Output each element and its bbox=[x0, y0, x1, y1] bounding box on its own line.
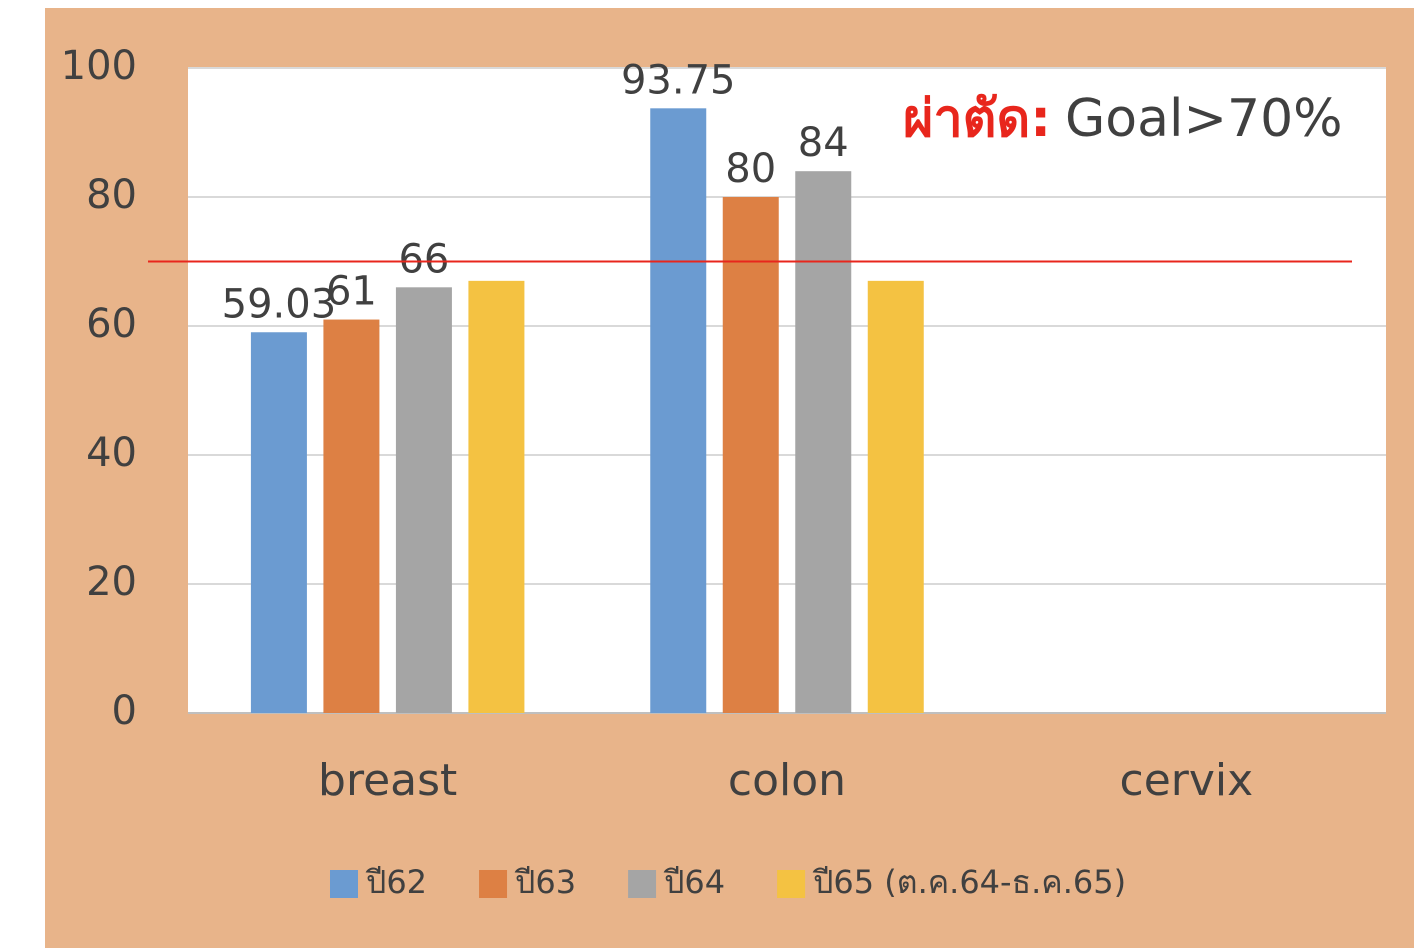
legend-swatch bbox=[330, 870, 358, 898]
data-label: 59.03 bbox=[222, 281, 337, 327]
annotation-text: Goal>70% bbox=[1065, 89, 1343, 149]
y-tick-label: 80 bbox=[86, 172, 137, 218]
bar bbox=[867, 280, 924, 713]
data-label: 61 bbox=[326, 269, 377, 315]
y-tick-label: 20 bbox=[86, 559, 137, 605]
bar bbox=[795, 171, 852, 713]
x-tick-label: colon bbox=[728, 755, 846, 806]
plot-area bbox=[188, 68, 1386, 713]
bar bbox=[395, 287, 452, 713]
bar bbox=[468, 280, 525, 713]
data-label: 80 bbox=[725, 146, 776, 192]
data-label: 93.75 bbox=[621, 57, 736, 103]
y-tick-label: 100 bbox=[61, 43, 137, 89]
legend-swatch bbox=[479, 870, 508, 898]
x-tick-label: cervix bbox=[1120, 755, 1254, 806]
legend-swatch bbox=[777, 870, 806, 898]
legend-label: ปี62 bbox=[365, 863, 427, 901]
legend-swatch bbox=[628, 870, 657, 898]
legend-label: ปี64 bbox=[663, 863, 725, 901]
legend: ปี62 ปี63 ปี64 ปี65 (ต.ค.64-ธ.ค.65) bbox=[330, 863, 1126, 901]
annotation: ผ่าตัด: Goal>70% bbox=[903, 89, 1343, 149]
bar bbox=[722, 197, 779, 713]
bar bbox=[650, 108, 707, 713]
annotation-prefix: ผ่าตัด: bbox=[903, 89, 1051, 149]
legend-label: ปี63 bbox=[514, 863, 576, 901]
y-tick-label: 40 bbox=[86, 430, 137, 476]
x-tick-label: breast bbox=[318, 755, 457, 806]
legend-label: ปี65 (ต.ค.64-ธ.ค.65) bbox=[812, 863, 1126, 901]
y-tick-label: 60 bbox=[86, 301, 137, 347]
bar bbox=[250, 332, 307, 713]
data-label: 66 bbox=[398, 236, 449, 282]
data-label: 84 bbox=[798, 120, 849, 166]
bar bbox=[323, 319, 380, 713]
y-tick-label: 0 bbox=[112, 688, 137, 734]
